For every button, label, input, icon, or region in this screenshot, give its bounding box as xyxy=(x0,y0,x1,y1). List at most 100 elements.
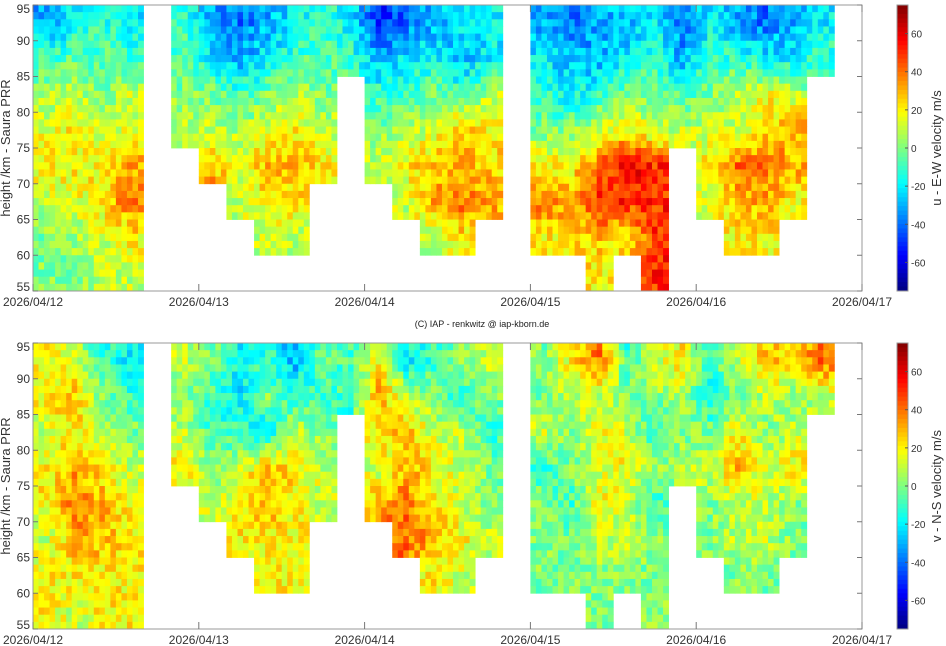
heatmap-cell xyxy=(618,169,625,177)
heatmap-cell xyxy=(447,183,454,192)
heatmap-cell xyxy=(392,198,399,206)
heatmap-cell xyxy=(762,248,769,256)
heatmap-cell xyxy=(646,19,653,27)
heatmap-cell xyxy=(215,112,222,120)
heatmap-cell xyxy=(408,343,415,351)
heatmap-cell xyxy=(779,162,786,170)
heatmap-cell xyxy=(447,162,454,170)
heatmap-cell xyxy=(77,262,84,270)
heatmap-cell xyxy=(375,5,382,13)
heatmap-cell xyxy=(138,55,144,63)
heatmap-cell xyxy=(198,371,205,380)
heatmap-cell xyxy=(71,126,78,135)
heatmap-cell xyxy=(126,83,133,92)
heatmap-cell xyxy=(408,47,415,56)
heatmap-cell xyxy=(126,276,133,285)
heatmap-cell xyxy=(292,169,299,177)
heatmap-cell xyxy=(464,76,471,85)
heatmap-cell xyxy=(745,343,752,351)
heatmap-cell xyxy=(176,90,183,99)
heatmap-cell xyxy=(629,364,636,372)
heatmap-cell xyxy=(546,176,553,185)
heatmap-cell xyxy=(60,12,67,20)
heatmap-cell xyxy=(44,343,50,351)
heatmap-cell xyxy=(453,155,459,163)
heatmap-cell xyxy=(679,133,686,142)
heatmap-cell xyxy=(563,371,570,380)
heatmap-cell xyxy=(276,371,283,380)
heatmap-cell xyxy=(93,169,100,177)
heatmap-cell xyxy=(132,12,139,20)
heatmap-cell xyxy=(441,47,448,56)
heatmap-cell xyxy=(585,105,592,113)
heatmap-cell xyxy=(607,255,614,263)
heatmap-cell xyxy=(663,83,669,92)
heatmap-cell xyxy=(535,26,542,34)
heatmap-cell xyxy=(447,69,454,77)
heatmap-cell xyxy=(243,212,249,220)
heatmap-cell xyxy=(314,47,321,56)
heatmap-cell xyxy=(82,190,89,199)
heatmap-cell xyxy=(486,112,493,120)
heatmap-cell xyxy=(204,12,211,20)
heatmap-cell xyxy=(475,140,482,149)
heatmap-cell xyxy=(303,19,310,27)
heatmap-cell xyxy=(596,76,603,85)
heatmap-cell xyxy=(204,19,211,27)
heatmap-cell xyxy=(801,69,808,77)
heatmap-cell xyxy=(82,283,89,292)
heatmap-cell xyxy=(77,55,84,63)
heatmap-cell xyxy=(569,162,576,170)
heatmap-cell xyxy=(55,140,62,149)
heatmap-cell xyxy=(607,371,614,380)
heatmap-cell xyxy=(115,12,122,20)
heatmap-cell xyxy=(71,162,78,170)
heatmap-cell xyxy=(718,140,725,149)
heatmap-cell xyxy=(480,198,487,206)
heatmap-cell xyxy=(580,205,587,213)
heatmap-cell xyxy=(237,119,244,127)
heatmap-cell xyxy=(585,19,592,27)
heatmap-cell xyxy=(77,364,84,372)
heatmap-cell xyxy=(558,55,564,63)
heatmap-cell xyxy=(480,112,487,120)
heatmap-cell xyxy=(674,55,681,63)
heatmap-cell xyxy=(464,83,471,92)
heatmap-cell xyxy=(801,47,808,56)
heatmap-cell xyxy=(828,47,835,56)
heatmap-cell xyxy=(226,33,233,42)
heatmap-cell xyxy=(392,69,399,77)
heatmap-cell xyxy=(530,47,537,56)
heatmap-cell xyxy=(270,69,277,77)
heatmap-cell xyxy=(370,371,377,380)
heatmap-cell xyxy=(640,148,647,156)
heatmap-cell xyxy=(674,112,681,120)
heatmap-cell xyxy=(436,126,443,135)
heatmap-cell xyxy=(132,269,139,278)
heatmap-cell xyxy=(414,343,421,351)
heatmap-cell xyxy=(430,97,437,106)
heatmap-cell xyxy=(115,119,122,127)
heatmap-cell xyxy=(215,40,222,49)
heatmap-cell xyxy=(121,19,128,27)
heatmap-cell xyxy=(126,357,133,365)
heatmap-cell xyxy=(298,83,305,92)
heatmap-cell xyxy=(243,364,249,372)
heatmap-cell xyxy=(541,112,548,120)
heatmap-cell xyxy=(171,105,178,113)
heatmap-cell xyxy=(585,190,592,199)
heatmap-cell xyxy=(707,176,714,185)
heatmap-cell xyxy=(453,176,459,185)
heatmap-cell xyxy=(756,357,763,365)
heatmap-cell xyxy=(530,162,537,170)
heatmap-cell xyxy=(580,33,587,42)
heatmap-cell xyxy=(265,190,272,199)
heatmap-cell xyxy=(546,162,553,170)
heatmap-cell xyxy=(729,357,736,365)
heatmap-cell xyxy=(629,155,636,163)
heatmap-cell xyxy=(779,90,786,99)
heatmap-cell xyxy=(33,105,39,113)
heatmap-cell xyxy=(104,255,111,263)
heatmap-cell xyxy=(281,97,288,106)
heatmap-cell xyxy=(574,212,581,220)
